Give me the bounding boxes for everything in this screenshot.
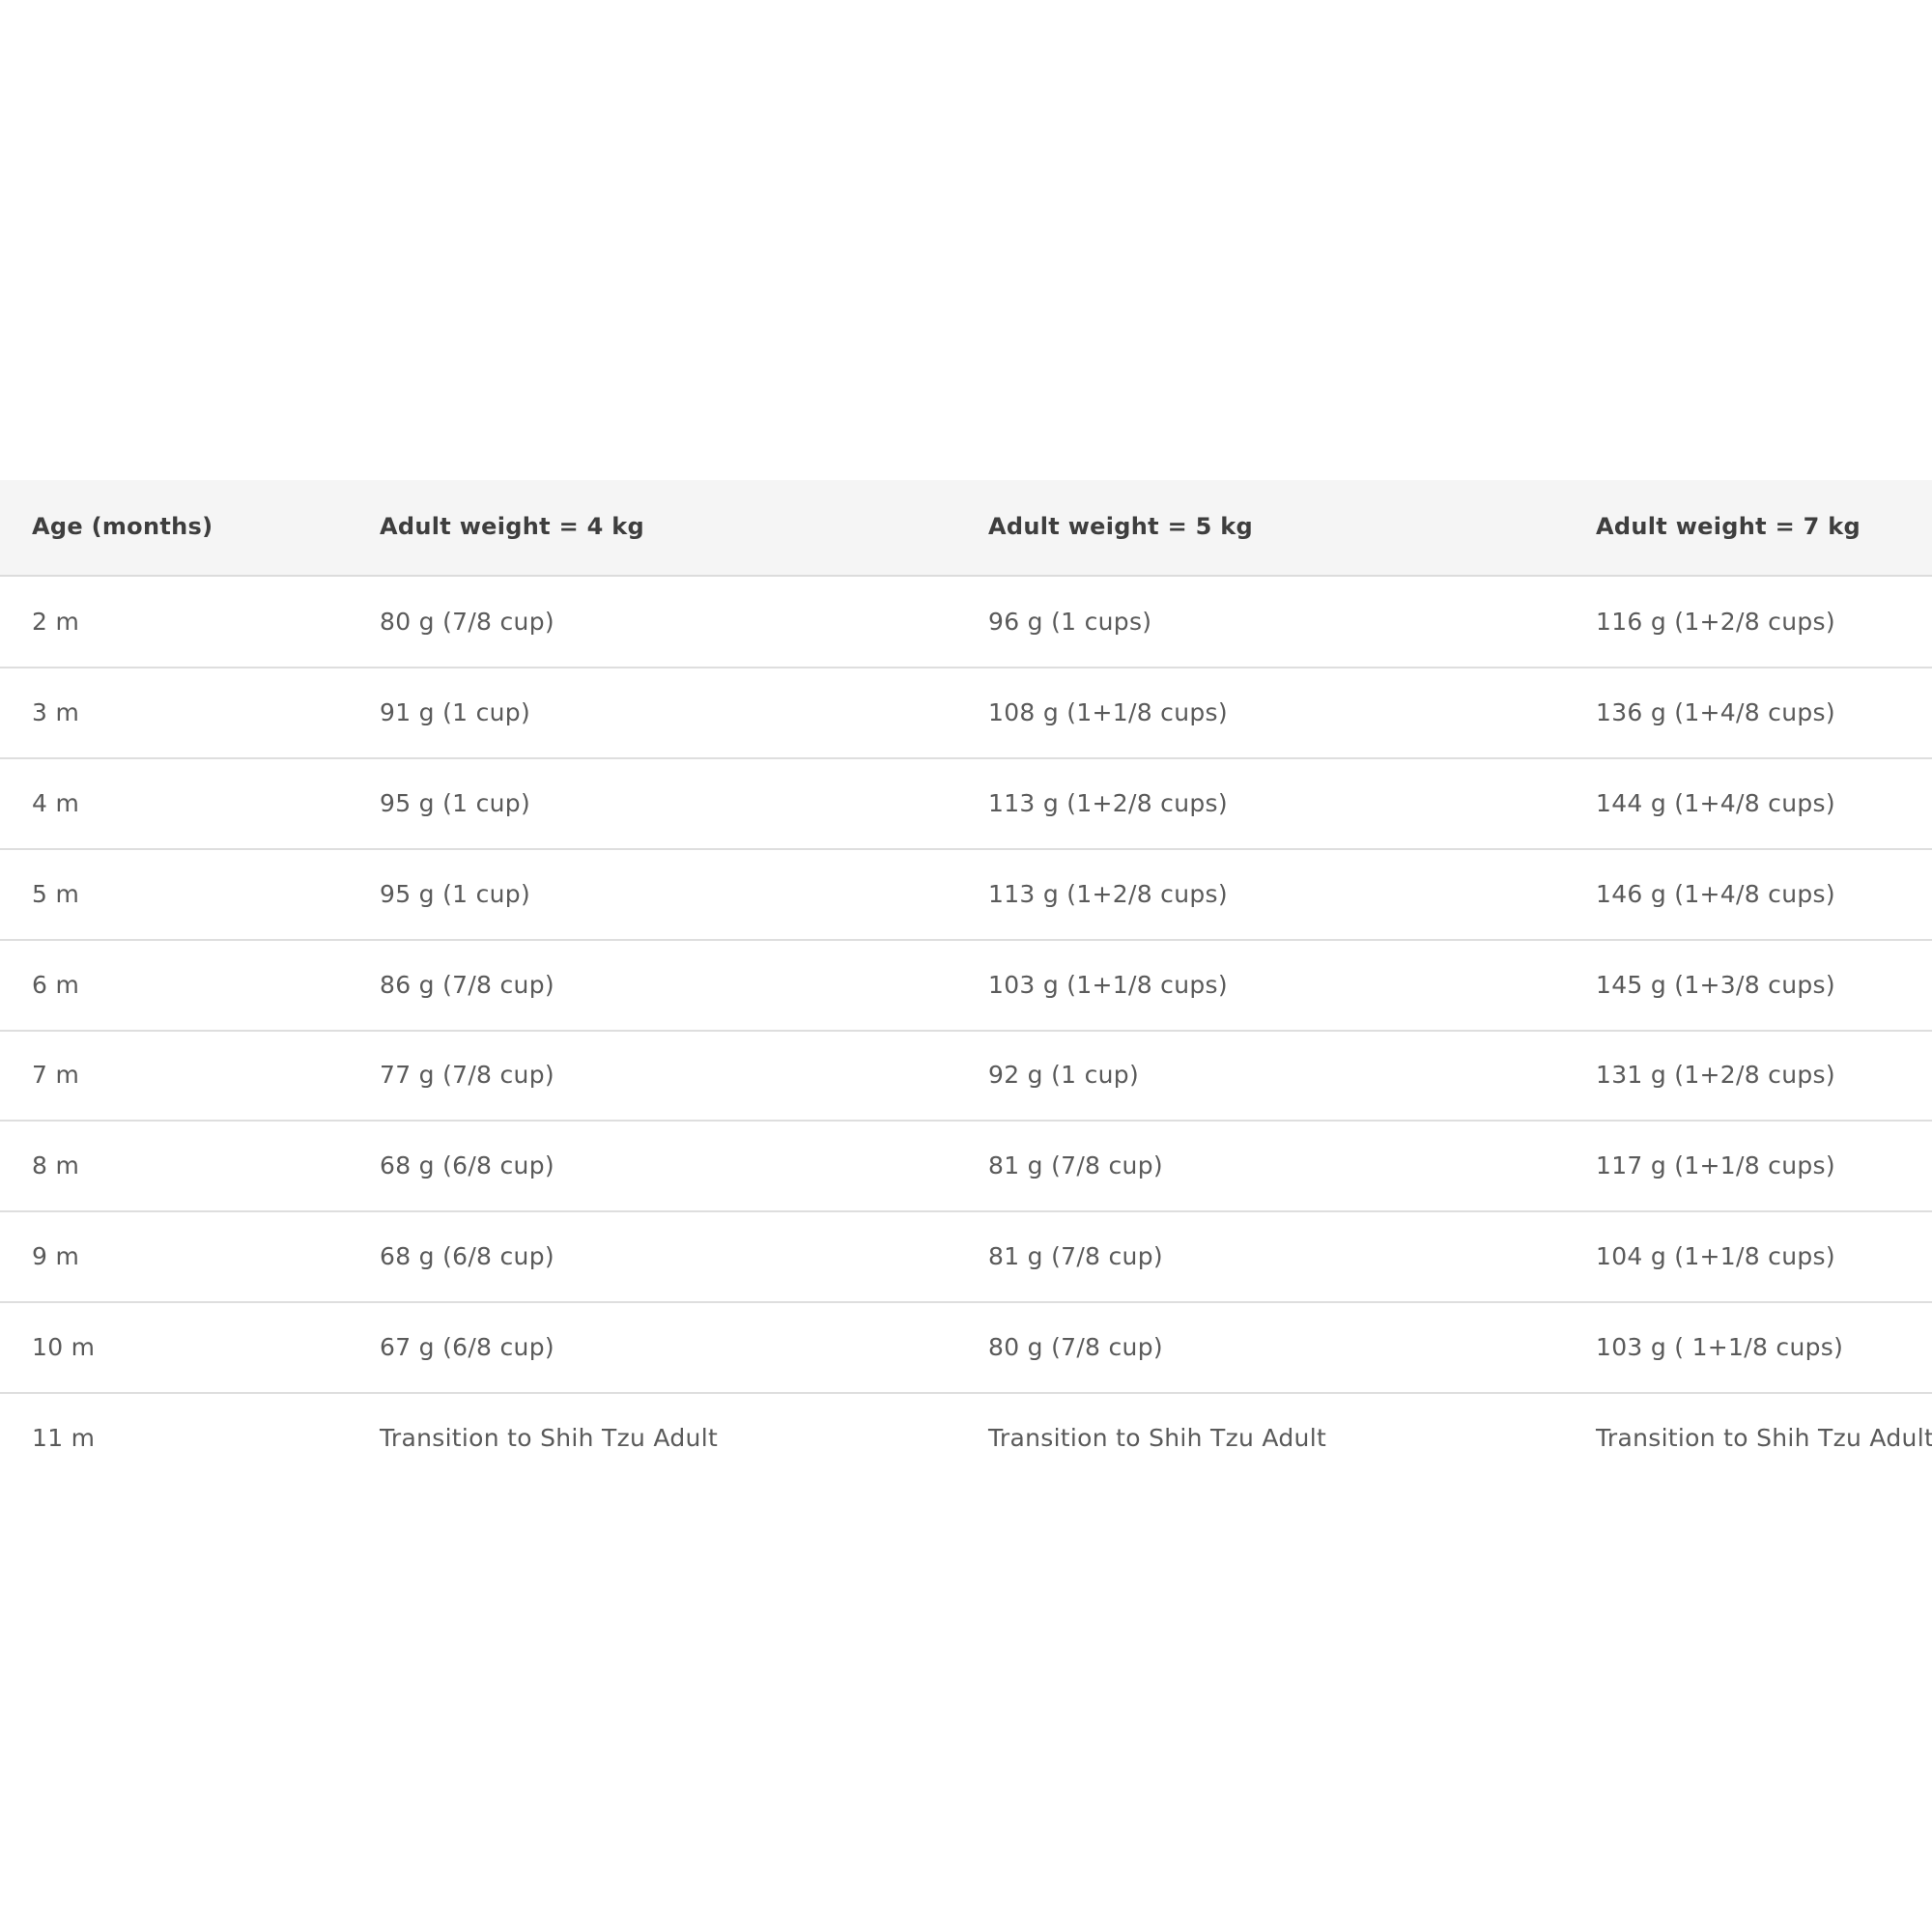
row-divider [0, 1029, 1932, 1032]
table-cell: 80 g (7/8 cup) [380, 607, 554, 636]
header-cell: Adult weight = 7 kg [1596, 513, 1861, 540]
header-cell: Adult weight = 5 kg [988, 513, 1254, 540]
table-cell: 146 g (1+4/8 cups) [1596, 879, 1835, 908]
table-cell: 68 g (6/8 cup) [380, 1242, 554, 1271]
table-cell: 95 g (1 cup) [380, 879, 530, 908]
table-cell: 103 g ( 1+1/8 cups) [1596, 1333, 1844, 1362]
table-cell: 67 g (6/8 cup) [380, 1333, 554, 1362]
row-divider [0, 1392, 1932, 1395]
table-cell: 10 m [32, 1333, 96, 1362]
table-cell: 131 g (1+2/8 cups) [1596, 1061, 1835, 1090]
table-cell: 113 g (1+2/8 cups) [988, 788, 1228, 817]
table-cell: 95 g (1 cup) [380, 788, 530, 817]
table-cell: 86 g (7/8 cup) [380, 970, 554, 999]
table-cell: 81 g (7/8 cup) [988, 1242, 1163, 1271]
table-cell: 108 g (1+1/8 cups) [988, 697, 1228, 726]
table-cell: 80 g (7/8 cup) [988, 1333, 1163, 1362]
table-cell: 116 g (1+2/8 cups) [1596, 607, 1835, 636]
row-divider [0, 756, 1932, 759]
table-cell: 9 m [32, 1242, 80, 1271]
row-divider [0, 847, 1932, 850]
table-cell: 4 m [32, 788, 80, 817]
table-cell: Transition to Shih Tzu Adult [988, 1424, 1327, 1453]
row-divider [0, 938, 1932, 941]
row-divider [0, 1301, 1932, 1304]
table-cell: 11 m [32, 1424, 96, 1453]
table-cell: 96 g (1 cups) [988, 607, 1152, 636]
table-cell: 7 m [32, 1061, 80, 1090]
table-header-band [0, 480, 1932, 577]
table-cell: Transition to Shih Tzu Adult [1596, 1424, 1932, 1453]
row-divider [0, 1210, 1932, 1213]
table-cell: 3 m [32, 697, 80, 726]
row-divider [0, 666, 1932, 668]
table-cell: 81 g (7/8 cup) [988, 1151, 1163, 1180]
table-cell: 117 g (1+1/8 cups) [1596, 1151, 1835, 1180]
table-cell: 145 g (1+3/8 cups) [1596, 970, 1835, 999]
table-cell: 113 g (1+2/8 cups) [988, 879, 1228, 908]
table-cell: 6 m [32, 970, 80, 999]
table-cell: 136 g (1+4/8 cups) [1596, 697, 1835, 726]
row-divider [0, 1120, 1932, 1122]
table-cell: 68 g (6/8 cup) [380, 1151, 554, 1180]
header-cell: Age (months) [32, 513, 213, 540]
table-cell: 104 g (1+1/8 cups) [1596, 1242, 1835, 1271]
table-cell: 91 g (1 cup) [380, 697, 530, 726]
table-cell: 92 g (1 cup) [988, 1061, 1139, 1090]
table-cell: 77 g (7/8 cup) [380, 1061, 554, 1090]
table-cell: 144 g (1+4/8 cups) [1596, 788, 1835, 817]
table-cell: 2 m [32, 607, 80, 636]
table-cell: 8 m [32, 1151, 80, 1180]
header-cell: Adult weight = 4 kg [380, 513, 645, 540]
table-cell: Transition to Shih Tzu Adult [380, 1424, 719, 1453]
table-cell: 103 g (1+1/8 cups) [988, 970, 1228, 999]
table-cell: 5 m [32, 879, 80, 908]
